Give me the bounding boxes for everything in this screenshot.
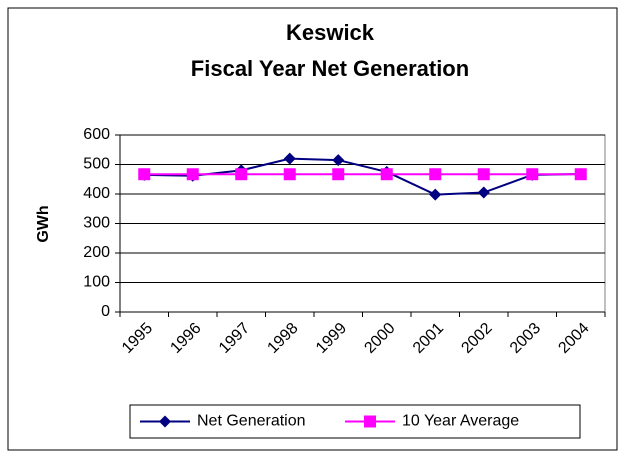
- data-point: [429, 188, 442, 201]
- chart-title: Keswick: [286, 20, 375, 45]
- data-point: [332, 168, 345, 181]
- data-point: [429, 168, 442, 181]
- legend-label: Net Generation: [197, 413, 306, 430]
- data-point: [332, 154, 345, 167]
- y-tick-label: 200: [83, 244, 110, 261]
- y-tick-label: 600: [83, 126, 110, 143]
- y-tick-label: 300: [83, 215, 110, 232]
- data-point: [235, 168, 248, 181]
- data-point: [283, 152, 296, 165]
- y-tick-label: 100: [83, 274, 110, 291]
- data-point: [186, 168, 199, 181]
- data-point: [380, 168, 393, 181]
- y-tick-label: 400: [83, 185, 110, 202]
- data-point: [526, 168, 539, 181]
- legend-label: 10 Year Average: [402, 413, 519, 430]
- data-point: [283, 168, 296, 181]
- data-point: [138, 168, 151, 181]
- data-point: [477, 168, 490, 181]
- legend-marker: [159, 415, 171, 428]
- chart-subtitle: Fiscal Year Net Generation: [191, 56, 469, 81]
- y-tick-label: 500: [83, 156, 110, 173]
- data-point: [477, 186, 490, 199]
- data-point: [574, 168, 587, 181]
- y-axis-label: GWh: [35, 205, 52, 242]
- y-tick-label: 0: [101, 303, 110, 320]
- series-line: [144, 157, 581, 196]
- legend-marker: [364, 415, 376, 428]
